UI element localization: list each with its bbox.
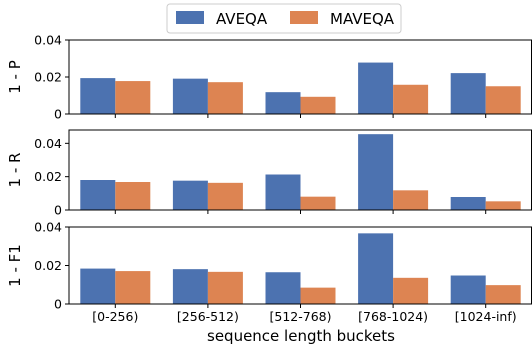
y-tick-label: 0.02	[34, 70, 62, 85]
x-tick-label-1024-inf: [1024-inf)	[455, 309, 517, 324]
bar-maveqa-1024-inf	[485, 86, 521, 114]
bar-aveqa-768-1024	[358, 233, 394, 304]
bar-aveqa-512-768	[265, 174, 301, 210]
bar-aveqa-1024-inf	[450, 73, 486, 114]
legend-swatch-aveqa	[176, 11, 204, 24]
bar-aveqa-1024-inf	[450, 197, 486, 210]
bar-aveqa-256-512	[172, 180, 208, 210]
y-tick-label: 0	[54, 203, 62, 218]
bar-aveqa-0-256	[80, 78, 116, 114]
bar-maveqa-0-256	[115, 182, 151, 210]
legend: AVEQA MAVEQA	[166, 3, 402, 34]
y-tick-label: 0.04	[34, 220, 62, 235]
bar-maveqa-768-1024	[393, 277, 429, 304]
chart-panels: 0 0.02 0.04 1 - P 0 0.02 0.04 1 - R 0 0.02 0.04 1 -…	[6, 33, 532, 324]
y-tick-label: 0.04	[34, 136, 62, 151]
bar-maveqa-256-512	[207, 82, 243, 114]
panel-1: 0 0.02 0.04 1 - P	[6, 33, 532, 122]
x-tick-label-256-512: [256-512)	[177, 309, 239, 324]
bar-aveqa-256-512	[172, 269, 208, 304]
bar-maveqa-768-1024	[393, 84, 429, 114]
bar-maveqa-0-256	[115, 81, 151, 114]
y-tick-label: 0.04	[34, 33, 62, 48]
bar-aveqa-512-768	[265, 92, 301, 114]
y-tick-label: 0.02	[34, 169, 62, 184]
panel-2: 0 0.02 0.04 1 - R	[6, 129, 532, 218]
panel-3: 0 0.02 0.04 1 - F1 [0-256) [256-512) [512-768)…	[6, 220, 532, 324]
bar-maveqa-1024-inf	[485, 201, 521, 210]
bar-aveqa-768-1024	[358, 134, 394, 210]
x-tick-label-768-1024: [768-1024)	[358, 309, 428, 324]
bar-maveqa-512-768	[300, 287, 336, 304]
legend-label-aveqa: AVEQA	[216, 10, 268, 28]
y-axis-label: 1 - R	[6, 153, 24, 188]
bar-maveqa-256-512	[207, 271, 243, 304]
y-axis-label: 1 - F1	[6, 244, 24, 287]
x-tick-label-512-768: [512-768)	[270, 309, 332, 324]
legend-frame	[166, 3, 402, 34]
bar-maveqa-512-768	[300, 196, 336, 210]
bar-aveqa-0-256	[80, 180, 116, 210]
x-tick-label-0-256: [0-256)	[92, 309, 138, 324]
bar-maveqa-256-512	[207, 182, 243, 210]
bar-maveqa-512-768	[300, 96, 336, 114]
bar-aveqa-0-256	[80, 268, 116, 304]
y-tick-label: 0	[54, 297, 62, 312]
legend-label-maveqa: MAVEQA	[330, 10, 395, 28]
y-tick-label: 0	[54, 107, 62, 122]
bar-aveqa-1024-inf	[450, 275, 486, 304]
bar-aveqa-512-768	[265, 272, 301, 304]
bar-aveqa-768-1024	[358, 62, 394, 114]
bar-maveqa-768-1024	[393, 190, 429, 210]
bar-maveqa-0-256	[115, 271, 151, 304]
y-axis-label: 1 - P	[6, 60, 24, 94]
legend-swatch-maveqa	[290, 11, 318, 24]
x-axis-label: sequence length buckets	[207, 327, 395, 345]
y-tick-label: 0.02	[34, 258, 62, 273]
bar-aveqa-256-512	[172, 78, 208, 114]
bar-maveqa-1024-inf	[485, 285, 521, 304]
